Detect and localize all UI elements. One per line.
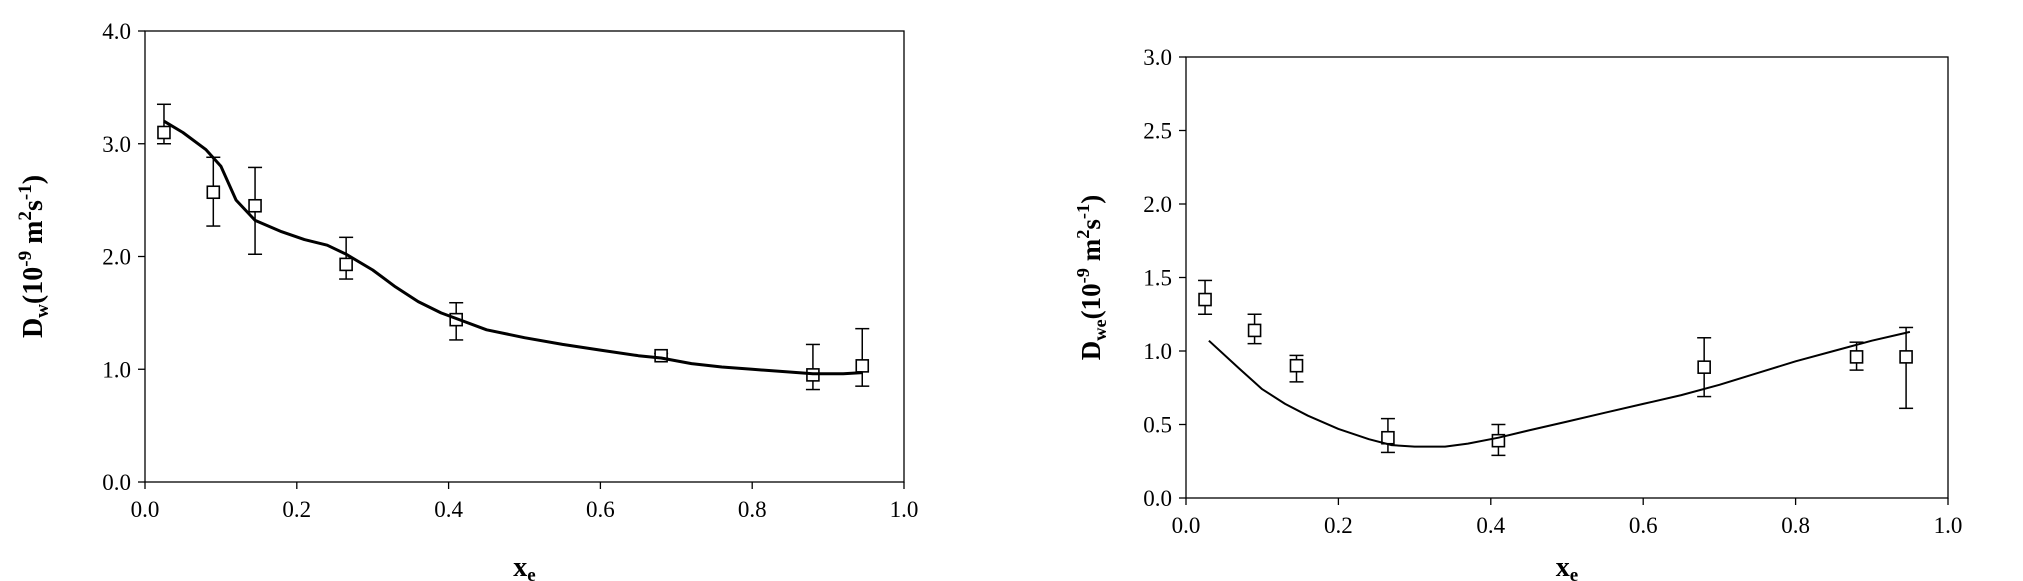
x-axis-label-main: x — [1556, 552, 1570, 581]
plot-frame — [1185, 56, 1949, 499]
y-tick-label: 2.0 — [1143, 192, 1172, 217]
x-tick-label: 0.2 — [282, 497, 311, 522]
data-point-4 — [339, 236, 354, 280]
fit-curve — [1208, 330, 1911, 448]
y-tick-label: 1.0 — [1143, 339, 1172, 364]
y-axis-label: Dwe(10-9 m2s-1) — [1073, 195, 1110, 360]
x-tick-label: 0.4 — [434, 497, 463, 522]
square-marker — [1849, 350, 1864, 364]
y-label-exp1: -9 — [15, 251, 36, 267]
y-label-mid: m — [18, 221, 49, 251]
x-tick-label: 0.8 — [1781, 513, 1810, 538]
y-label-sub: w — [32, 304, 53, 318]
square-marker — [855, 359, 870, 373]
data-point-4 — [1380, 417, 1395, 454]
x-tick-label: 1.0 — [1934, 513, 1963, 538]
y-label-exp3: -1 — [15, 184, 36, 200]
chart-2: 0.0 0.2 0.4 0.6 0.8 1.0 0.0 0.5 1.0 1.5 2.0 2.5 3.0 x… — [1073, 45, 1962, 581]
x-axis-label-sub: e — [527, 565, 535, 581]
data-point-7 — [805, 343, 820, 391]
y-label-main: D — [1076, 341, 1106, 361]
data-point-1 — [1198, 279, 1213, 315]
y-tick-label: 2.0 — [102, 245, 131, 270]
y-label-exp2: 2 — [1073, 230, 1093, 239]
square-marker — [1198, 292, 1212, 307]
x-axis-label: xe — [1556, 552, 1578, 581]
x-tick-label: 1.0 — [890, 497, 919, 522]
x-tick-label: 0.6 — [586, 497, 615, 522]
y-label-sub: we — [1090, 319, 1110, 340]
y-label-exp3: -1 — [1073, 204, 1093, 219]
data-point-2 — [1247, 313, 1262, 345]
data-point-5 — [1491, 423, 1506, 457]
chart-1: 0.0 0.2 0.4 0.6 0.8 1.0 0.0 1.0 2.0 3.0 4.0 xe Dw(10… — [15, 19, 918, 581]
data-point-3 — [1289, 354, 1304, 383]
y-axis-label: Dw(10-9 m2s-1) — [15, 175, 53, 338]
y-tick-label: 2.5 — [1143, 119, 1172, 144]
y-tick-label: 1.0 — [102, 357, 131, 382]
y-label-close: ) — [18, 175, 49, 184]
x-tick-label: 0.6 — [1629, 513, 1658, 538]
square-marker — [206, 185, 221, 200]
data-point-2 — [206, 156, 221, 227]
plot-frame — [144, 30, 905, 483]
square-marker — [248, 198, 262, 213]
data-point-6 — [1697, 337, 1712, 398]
x-tick-label: 0.8 — [738, 497, 767, 522]
y-label-close: ) — [1076, 195, 1106, 204]
y-tick-label: 0.0 — [102, 470, 131, 495]
y-label-exp1: -9 — [1073, 268, 1093, 283]
y-tick-label: 4.0 — [102, 19, 131, 44]
square-marker — [157, 125, 171, 140]
x-axis-label: xe — [513, 552, 535, 581]
square-marker — [1247, 323, 1262, 338]
x-tick-label: 0.2 — [1324, 513, 1353, 538]
y-label-main: D — [18, 318, 49, 338]
y-tick-label: 3.0 — [1143, 45, 1172, 70]
square-marker — [1899, 350, 1913, 364]
y-label-mid2: s — [18, 200, 49, 211]
y-tick-label: 3.0 — [102, 132, 131, 157]
y-label-mid: m — [1076, 238, 1106, 268]
y-tick-label: 0.5 — [1143, 413, 1172, 438]
data-point-7 — [1849, 341, 1864, 371]
data-point-3 — [248, 166, 263, 255]
data-point-1 — [156, 103, 171, 145]
x-tick-label: 0.4 — [1476, 513, 1505, 538]
x-tick-label: 0.0 — [1172, 513, 1201, 538]
y-label-rest: (10 — [1076, 283, 1106, 319]
y-label-exp2: 2 — [15, 211, 36, 221]
data-point-8 — [1899, 326, 1914, 410]
y-label-mid2: s — [1076, 219, 1106, 230]
fit-curve — [163, 119, 863, 376]
square-marker — [1697, 360, 1711, 374]
x-axis-label-main: x — [513, 552, 527, 581]
y-tick-label: 1.5 — [1143, 266, 1172, 291]
y-tick-label: 0.0 — [1143, 486, 1172, 511]
square-marker — [339, 257, 353, 272]
data-point-8 — [855, 327, 870, 387]
square-marker — [1289, 358, 1304, 373]
y-label-rest: (10 — [18, 267, 49, 304]
x-axis-label-sub: e — [1570, 565, 1578, 581]
square-marker — [1381, 430, 1395, 445]
x-tick-label: 0.0 — [131, 497, 160, 522]
